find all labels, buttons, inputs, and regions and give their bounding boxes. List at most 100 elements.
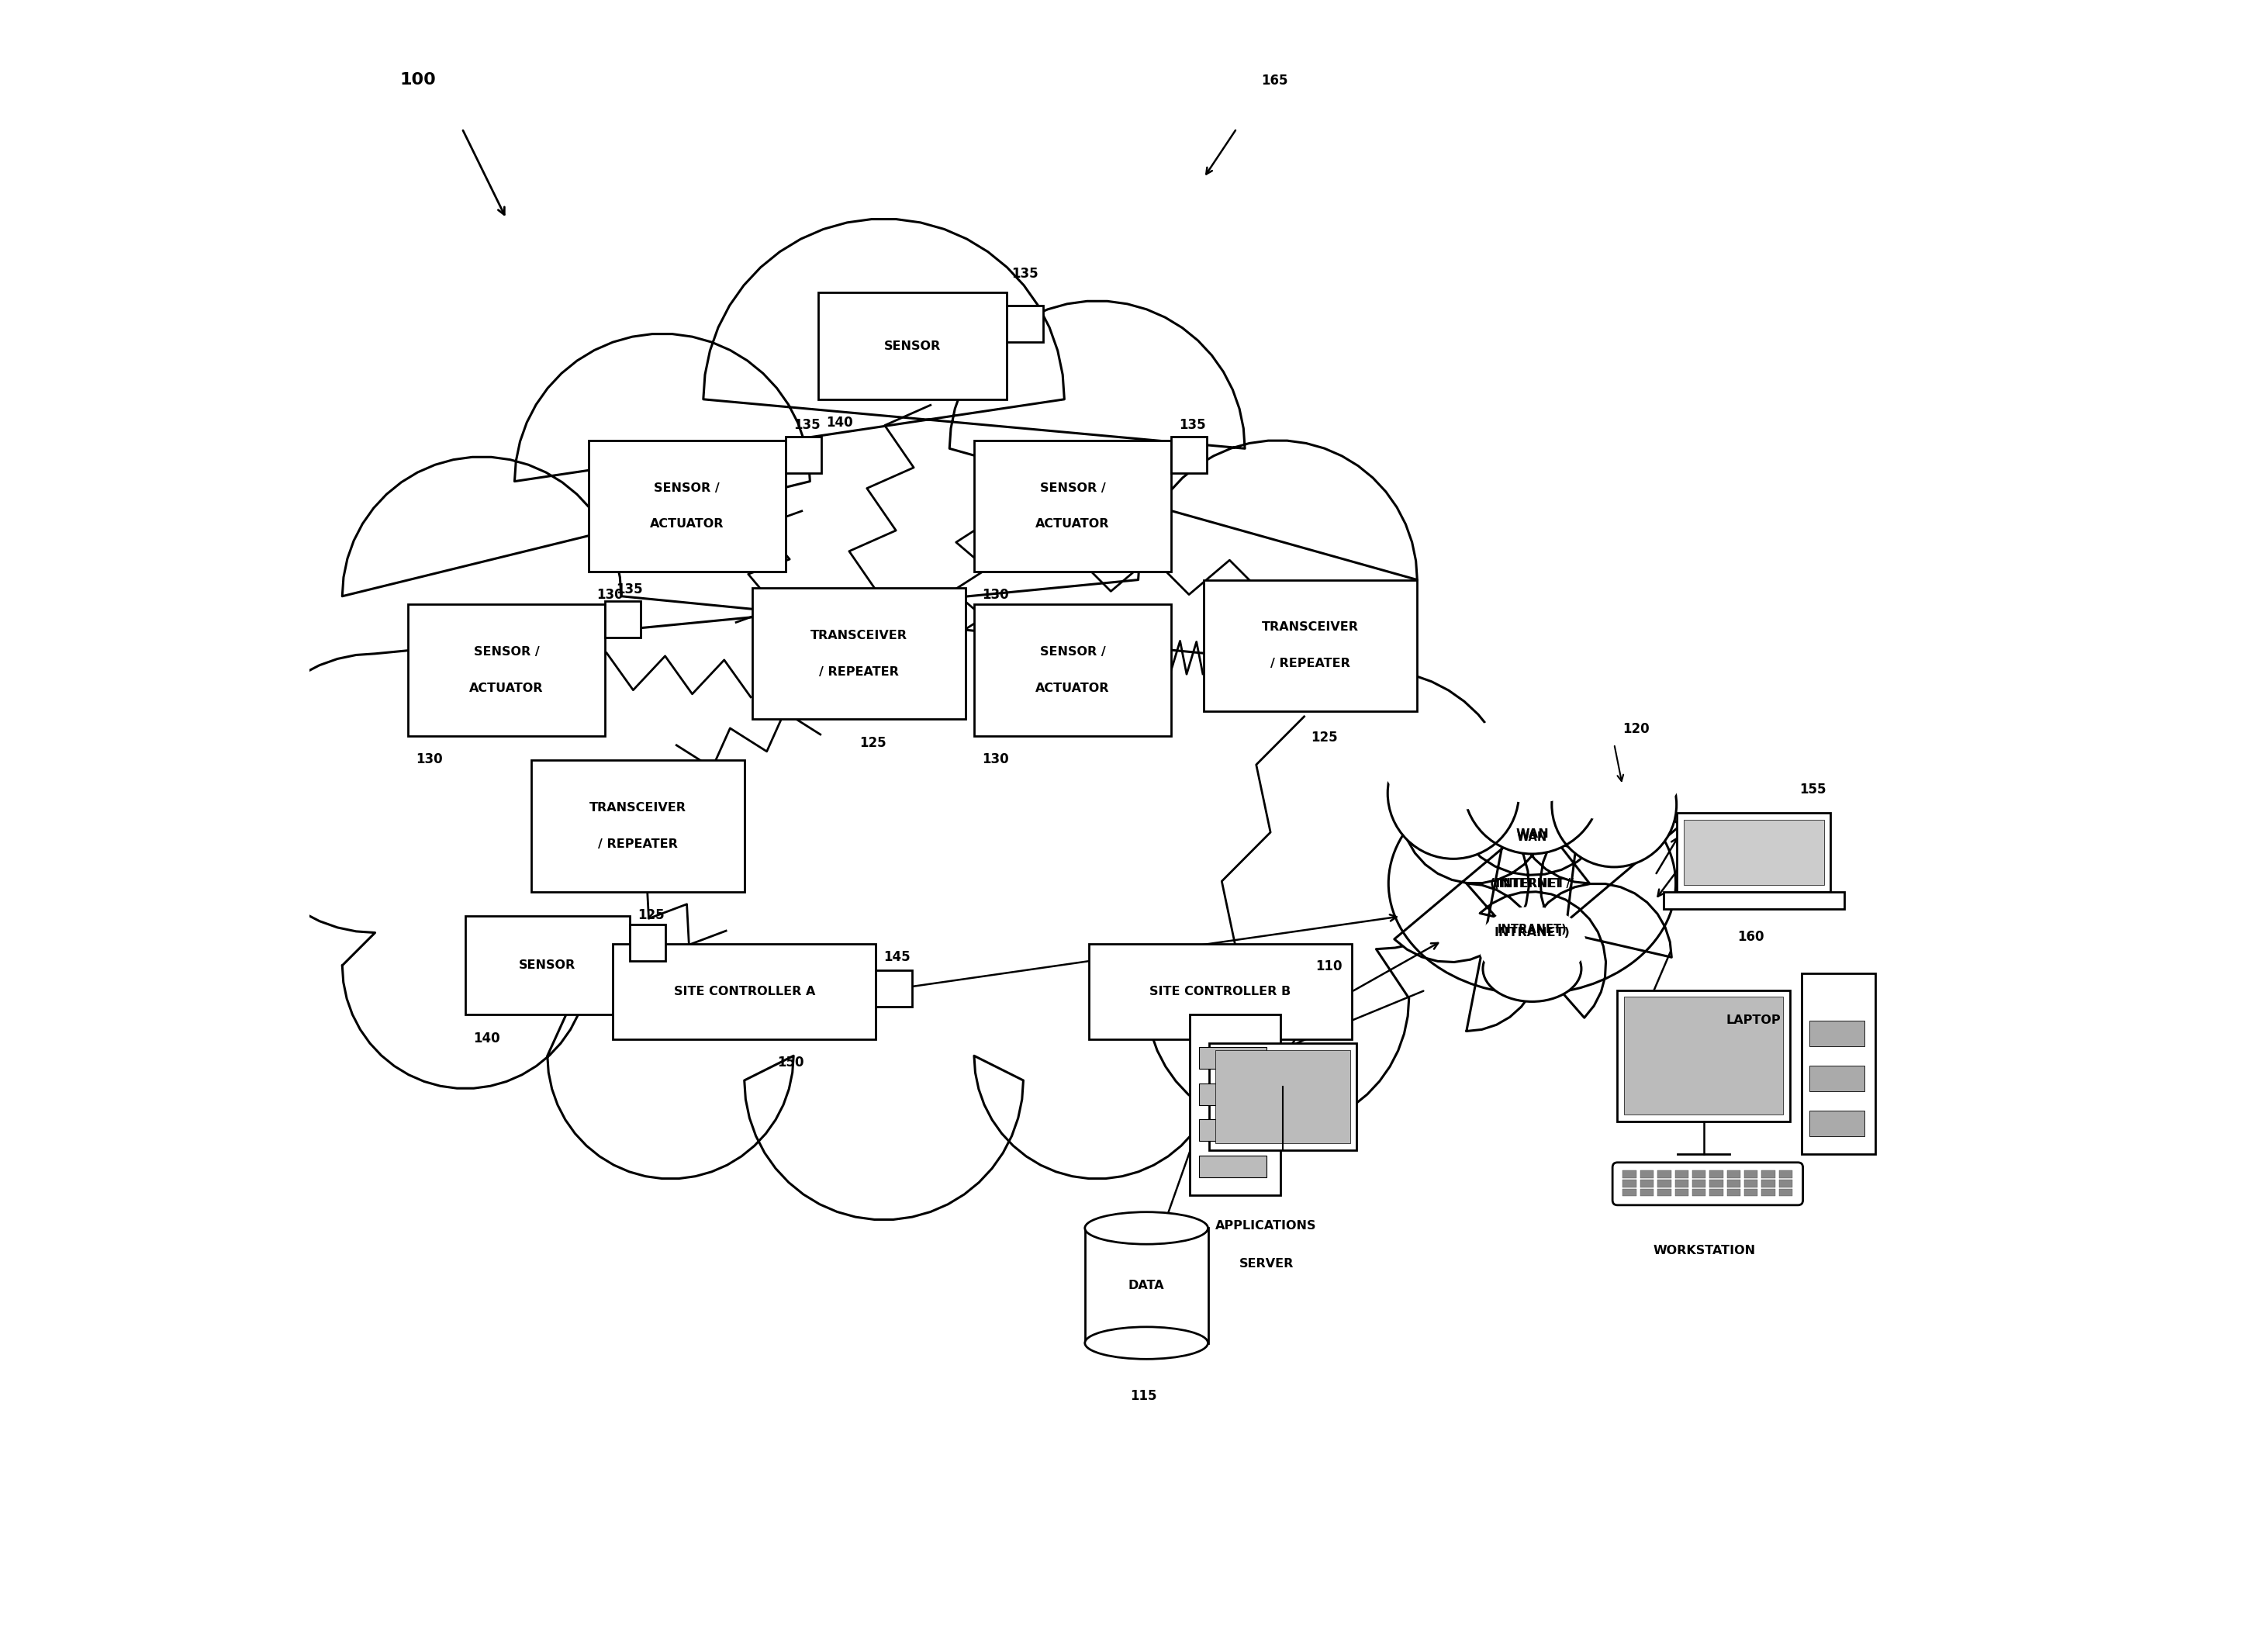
- Text: 155: 155: [1799, 783, 1826, 796]
- Bar: [1761, 1171, 1774, 1178]
- Text: 125: 125: [1311, 730, 1338, 745]
- Ellipse shape: [1388, 773, 1675, 995]
- Bar: [1709, 1180, 1722, 1188]
- Text: DATA: DATA: [1128, 1280, 1164, 1292]
- Bar: [818, 292, 1008, 400]
- Bar: [1205, 580, 1417, 710]
- Bar: [588, 441, 786, 572]
- Text: 140: 140: [475, 1031, 499, 1046]
- Text: 125: 125: [637, 909, 664, 922]
- Bar: [1709, 1189, 1722, 1196]
- Bar: [1198, 1084, 1266, 1105]
- Text: INTRANET): INTRANET): [1498, 923, 1566, 935]
- Bar: [1657, 1189, 1670, 1196]
- Text: WAN: WAN: [1516, 828, 1548, 839]
- Bar: [606, 601, 642, 638]
- Bar: [1810, 1066, 1864, 1090]
- Bar: [1085, 1227, 1207, 1343]
- Text: SENSOR /: SENSOR /: [1040, 646, 1105, 657]
- Ellipse shape: [1548, 738, 1679, 821]
- Ellipse shape: [1388, 727, 1519, 859]
- Text: SENSOR /: SENSOR /: [1040, 482, 1105, 494]
- Text: 135: 135: [793, 418, 820, 433]
- Bar: [1641, 1171, 1654, 1178]
- Text: ACTUATOR: ACTUATOR: [1035, 682, 1110, 694]
- Text: WORKSTATION: WORKSTATION: [1652, 1244, 1756, 1256]
- Bar: [1198, 1120, 1266, 1142]
- Bar: [1745, 1171, 1758, 1178]
- Bar: [1761, 1189, 1774, 1196]
- Text: 115: 115: [1130, 1389, 1157, 1403]
- FancyBboxPatch shape: [1611, 1163, 1803, 1204]
- Text: 120: 120: [1623, 722, 1650, 735]
- Bar: [974, 441, 1171, 572]
- Bar: [753, 588, 965, 719]
- Bar: [1693, 1189, 1706, 1196]
- Bar: [631, 925, 664, 960]
- Bar: [875, 970, 911, 1006]
- Bar: [1810, 1110, 1864, 1137]
- Bar: [407, 605, 606, 735]
- Ellipse shape: [1478, 907, 1587, 981]
- Bar: [1191, 1014, 1279, 1196]
- Text: 130: 130: [416, 752, 443, 767]
- Text: 100: 100: [400, 73, 436, 88]
- Bar: [1618, 990, 1790, 1122]
- Bar: [1709, 1171, 1722, 1178]
- Text: 130: 130: [597, 588, 624, 601]
- Bar: [1684, 819, 1824, 885]
- Text: 150: 150: [777, 1056, 805, 1070]
- Bar: [612, 945, 875, 1039]
- Bar: [1675, 1180, 1688, 1188]
- Text: SENSOR /: SENSOR /: [475, 646, 540, 657]
- Bar: [1727, 1189, 1740, 1196]
- Ellipse shape: [1385, 724, 1523, 809]
- Bar: [1657, 1171, 1670, 1178]
- Bar: [1089, 945, 1351, 1039]
- Bar: [1198, 1047, 1266, 1069]
- Ellipse shape: [1553, 742, 1677, 867]
- Bar: [466, 917, 631, 1014]
- Text: 110: 110: [1315, 960, 1342, 973]
- Text: SENSOR: SENSOR: [884, 340, 940, 352]
- Text: WAN: WAN: [1516, 831, 1548, 843]
- Bar: [1727, 1180, 1740, 1188]
- Bar: [1675, 1171, 1688, 1178]
- Text: 130: 130: [983, 588, 1010, 601]
- Text: INTRANET): INTRANET): [1494, 927, 1571, 938]
- Text: SITE CONTROLLER B: SITE CONTROLLER B: [1150, 986, 1290, 998]
- Bar: [1779, 1189, 1792, 1196]
- Text: APPLICATIONS: APPLICATIONS: [1216, 1219, 1318, 1231]
- Ellipse shape: [1483, 937, 1582, 1001]
- Bar: [974, 605, 1171, 735]
- Text: 160: 160: [1738, 930, 1765, 945]
- Ellipse shape: [1085, 1213, 1207, 1244]
- Bar: [1779, 1171, 1792, 1178]
- Text: SENSOR: SENSOR: [520, 960, 576, 971]
- Text: TRANSCEIVER: TRANSCEIVER: [811, 629, 909, 641]
- Text: / REPEATER: / REPEATER: [597, 838, 678, 849]
- Bar: [1216, 1051, 1349, 1143]
- Bar: [1745, 1189, 1758, 1196]
- Bar: [1198, 1155, 1266, 1178]
- Text: 130: 130: [983, 752, 1010, 767]
- Text: LAPTOP: LAPTOP: [1727, 1014, 1781, 1026]
- Bar: [1745, 1180, 1758, 1188]
- Bar: [1171, 438, 1207, 472]
- Bar: [1623, 1189, 1636, 1196]
- Bar: [1641, 1180, 1654, 1188]
- Bar: [1779, 1180, 1792, 1188]
- Bar: [1675, 1189, 1688, 1196]
- Text: 135: 135: [1012, 268, 1040, 281]
- Bar: [1761, 1180, 1774, 1188]
- Ellipse shape: [1085, 1327, 1207, 1360]
- Text: ACTUATOR: ACTUATOR: [470, 682, 542, 694]
- Text: TRANSCEIVER: TRANSCEIVER: [590, 803, 687, 814]
- Polygon shape: [1394, 735, 1681, 1031]
- Text: (INTERNET /: (INTERNET /: [1494, 877, 1571, 889]
- Bar: [1693, 1171, 1706, 1178]
- Text: 150: 150: [1245, 1056, 1272, 1070]
- Text: (INTERNET /: (INTERNET /: [1489, 877, 1573, 889]
- Text: SERVER: SERVER: [1238, 1257, 1293, 1269]
- Text: TRANSCEIVER: TRANSCEIVER: [1261, 621, 1358, 633]
